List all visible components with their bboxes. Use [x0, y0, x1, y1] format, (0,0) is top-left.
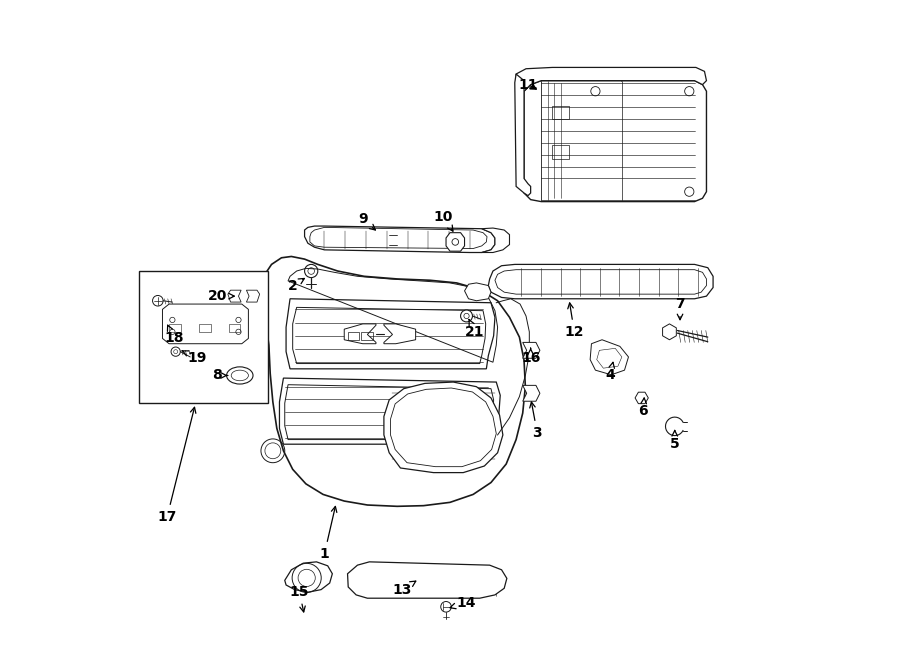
Text: 3: 3: [530, 402, 542, 440]
Ellipse shape: [227, 367, 253, 384]
Polygon shape: [347, 562, 507, 598]
Polygon shape: [286, 299, 495, 369]
Text: 16: 16: [521, 348, 540, 366]
Polygon shape: [516, 67, 706, 91]
Text: 17: 17: [158, 407, 196, 524]
Polygon shape: [523, 385, 540, 401]
Text: 4: 4: [605, 362, 615, 383]
FancyBboxPatch shape: [140, 271, 268, 403]
Polygon shape: [590, 340, 628, 375]
Circle shape: [461, 310, 472, 322]
Polygon shape: [524, 81, 706, 202]
Polygon shape: [635, 392, 648, 404]
Text: 21: 21: [465, 319, 485, 339]
Polygon shape: [662, 324, 676, 340]
Polygon shape: [284, 562, 332, 592]
Text: 8: 8: [212, 368, 228, 383]
Text: 11: 11: [518, 77, 537, 92]
Text: 14: 14: [450, 596, 475, 610]
Polygon shape: [523, 342, 540, 358]
Polygon shape: [262, 256, 526, 506]
Polygon shape: [228, 290, 241, 302]
Text: 7: 7: [675, 297, 685, 320]
Polygon shape: [304, 226, 495, 253]
Text: 12: 12: [564, 303, 584, 339]
Polygon shape: [163, 304, 248, 344]
Polygon shape: [384, 382, 503, 473]
Text: 18: 18: [164, 325, 184, 346]
Polygon shape: [515, 74, 531, 196]
Text: 5: 5: [670, 430, 680, 451]
Text: 13: 13: [392, 581, 416, 597]
Polygon shape: [384, 324, 416, 344]
Text: 1: 1: [320, 506, 337, 561]
Polygon shape: [344, 324, 376, 344]
Polygon shape: [446, 233, 464, 251]
Text: 2: 2: [288, 278, 304, 293]
Polygon shape: [247, 290, 259, 302]
Polygon shape: [464, 283, 491, 301]
Text: 6: 6: [638, 398, 648, 418]
Text: 19: 19: [183, 351, 207, 366]
Polygon shape: [482, 228, 509, 253]
Text: 20: 20: [208, 289, 234, 303]
Text: 15: 15: [290, 584, 309, 612]
Text: 10: 10: [434, 210, 453, 231]
Text: 9: 9: [358, 212, 375, 230]
Polygon shape: [489, 264, 713, 299]
Polygon shape: [280, 378, 500, 444]
